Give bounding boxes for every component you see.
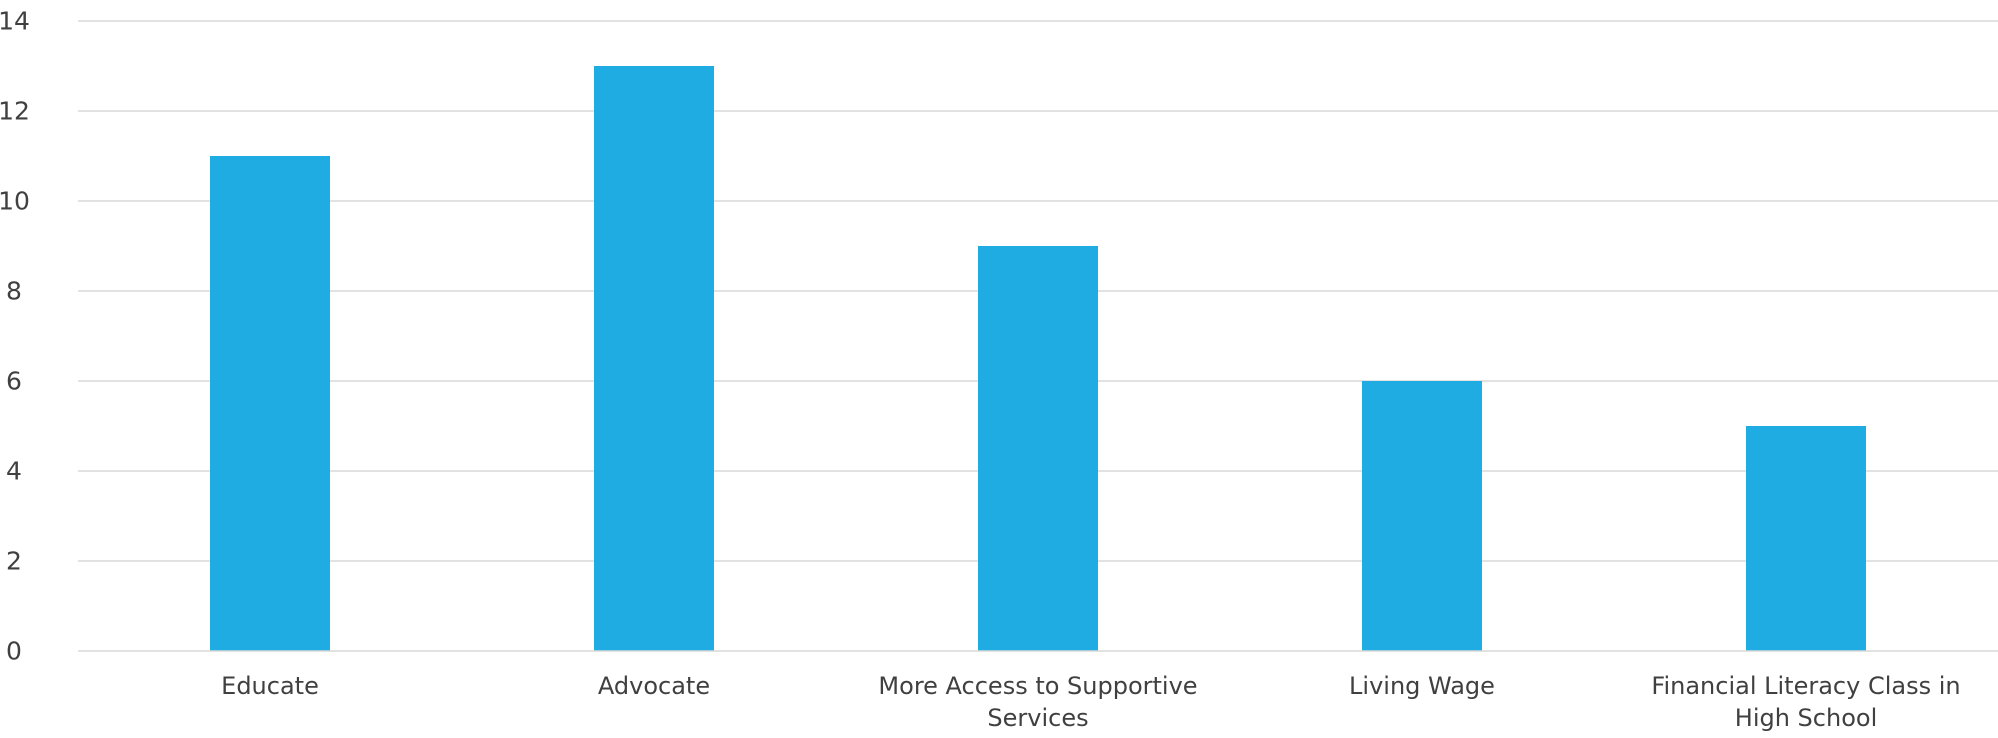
x-category-label: Advocate bbox=[598, 672, 710, 700]
y-tick-label: 0 bbox=[6, 637, 22, 666]
y-tick-label: 4 bbox=[6, 457, 22, 486]
y-tick-label: 10 bbox=[0, 187, 30, 216]
x-category-label-line: High School bbox=[1735, 704, 1877, 732]
x-category-label: More Access to Supportive Services bbox=[878, 672, 1197, 732]
x-category-label: Living Wage bbox=[1349, 672, 1495, 700]
x-category-label-line: Advocate bbox=[598, 672, 710, 700]
y-tick-label: 12 bbox=[0, 97, 30, 126]
x-category-label-line: More Access to Supportive bbox=[878, 672, 1197, 700]
y-tick-label: 2 bbox=[6, 547, 22, 576]
x-category-label-line: Living Wage bbox=[1349, 672, 1495, 700]
bar-more-access-to-supportive-services bbox=[978, 246, 1098, 651]
y-tick-label: 8 bbox=[6, 277, 22, 306]
x-axis-categories: Educate Advocate More Access to Supportive… bbox=[221, 672, 1960, 732]
bar-financial-literacy-class-in-high-school bbox=[1746, 426, 1866, 651]
x-category-label-line: Services bbox=[987, 704, 1088, 732]
y-axis-ticks: 0 2 4 6 8 10 12 14 bbox=[0, 7, 30, 666]
x-category-label: Financial Literacy Class in High School bbox=[1651, 672, 1960, 732]
x-category-label: Educate bbox=[221, 672, 319, 700]
x-category-label-line: Financial Literacy Class in bbox=[1651, 672, 1960, 700]
y-tick-label: 6 bbox=[6, 367, 22, 396]
bar-advocate bbox=[594, 66, 714, 651]
bar-educate bbox=[210, 156, 330, 651]
y-tick-label: 14 bbox=[0, 7, 30, 36]
bars bbox=[210, 66, 1866, 651]
bar-living-wage bbox=[1362, 381, 1482, 651]
x-category-label-line: Educate bbox=[221, 672, 319, 700]
